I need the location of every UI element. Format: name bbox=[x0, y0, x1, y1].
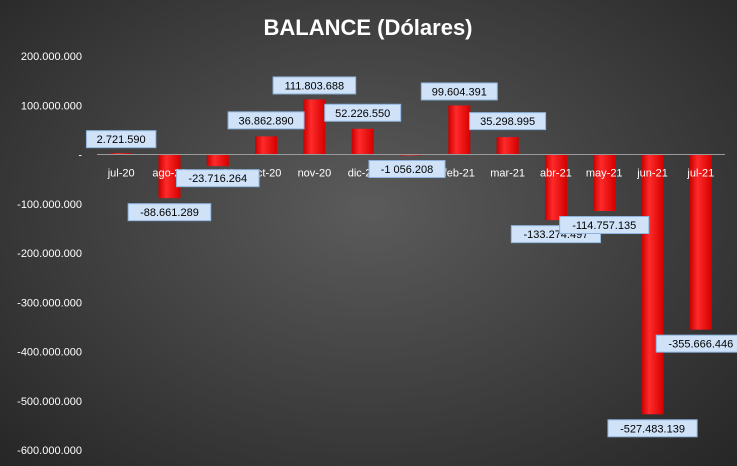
x-tick-label: jun-21 bbox=[636, 168, 668, 180]
y-tick-label: 100.000.000 bbox=[21, 100, 82, 112]
data-label-box bbox=[420, 82, 498, 101]
data-label-text: 2.721.590 bbox=[97, 134, 146, 146]
data-label-text: -88.661.289 bbox=[140, 207, 199, 219]
data-label: 2.721.590 bbox=[85, 130, 157, 149]
data-label-text: -527.483.139 bbox=[620, 423, 685, 435]
data-label: -355.666.446 bbox=[655, 334, 737, 353]
data-label: 99.604.391 bbox=[420, 82, 498, 101]
data-label-text: 99.604.391 bbox=[432, 86, 487, 98]
data-label-box bbox=[227, 111, 305, 130]
bar-jun-21 bbox=[641, 154, 664, 415]
bars bbox=[97, 99, 725, 415]
data-label-text: -1 056.208 bbox=[381, 164, 434, 176]
x-tick-label: feb-21 bbox=[444, 168, 475, 180]
x-tick-label: nov-20 bbox=[298, 168, 332, 180]
bar-sep-20 bbox=[206, 154, 229, 167]
x-tick-label: jul-20 bbox=[107, 168, 135, 180]
data-label-text: 35.298.995 bbox=[480, 116, 535, 128]
chart-title: BALANCE (Dólares) bbox=[263, 15, 472, 40]
data-label-box bbox=[607, 419, 698, 438]
bar-nov-20 bbox=[303, 99, 326, 155]
data-label: 35.298.995 bbox=[469, 112, 547, 131]
data-label-box bbox=[175, 169, 260, 188]
bar-feb-21 bbox=[448, 105, 471, 155]
bar-abr-21 bbox=[544, 154, 567, 221]
y-tick-label: -100.000.000 bbox=[17, 199, 82, 211]
y-tick-label: -600.000.000 bbox=[17, 445, 82, 457]
data-label-text: -23.716.264 bbox=[188, 173, 247, 185]
data-label: -114.757.135 bbox=[559, 216, 650, 235]
data-label-box bbox=[127, 203, 212, 222]
bar-mar-21 bbox=[496, 137, 519, 155]
data-labels: 2.721.590 -88.661.289 -23.716.264 36.862.89… bbox=[85, 76, 737, 438]
data-label-box bbox=[368, 160, 446, 179]
data-label-box bbox=[469, 112, 547, 131]
data-label-box bbox=[272, 76, 357, 95]
data-label: 36.862.890 bbox=[227, 111, 305, 130]
y-axis: 200.000.000 100.000.000 - -100.000.000 -200.… bbox=[17, 51, 82, 457]
data-label-text: -355.666.446 bbox=[668, 339, 733, 351]
bar-oct-20 bbox=[255, 136, 278, 155]
y-tick-label: -200.000.000 bbox=[17, 248, 82, 260]
data-label-box bbox=[324, 103, 402, 122]
data-label: 111.803.688 bbox=[272, 76, 357, 95]
y-tick-label: -500.000.000 bbox=[17, 396, 82, 408]
bar-jul-20 bbox=[110, 153, 133, 155]
y-tick-label: -400.000.000 bbox=[17, 347, 82, 359]
y-tick-label: 200.000.000 bbox=[21, 51, 82, 63]
data-label-box bbox=[559, 216, 650, 235]
x-tick-label: may-21 bbox=[586, 168, 623, 180]
bar-dic-20 bbox=[351, 128, 374, 155]
data-label-text: -114.757.135 bbox=[572, 220, 636, 232]
data-label: -527.483.139 bbox=[607, 419, 698, 438]
data-label: -88.661.289 bbox=[127, 203, 212, 222]
y-tick-label: -300.000.000 bbox=[17, 297, 82, 309]
data-label: -23.716.264 bbox=[175, 169, 260, 188]
data-label-box bbox=[85, 130, 157, 149]
data-label-text: 36.862.890 bbox=[239, 115, 294, 127]
data-label-text: 52.226.550 bbox=[335, 108, 390, 120]
x-tick-label: abr-21 bbox=[540, 168, 572, 180]
data-label: -1 056.208 bbox=[368, 160, 446, 179]
x-tick-label: jul-21 bbox=[686, 168, 714, 180]
bar-jul-21 bbox=[689, 154, 712, 330]
data-label-text: 111.803.688 bbox=[285, 80, 345, 92]
bar-ago-20 bbox=[158, 154, 181, 199]
y-tick-label: - bbox=[78, 150, 82, 162]
data-label: 52.226.550 bbox=[324, 103, 402, 122]
data-label-box bbox=[655, 334, 737, 353]
bar-may-21 bbox=[593, 154, 616, 212]
x-tick-label: mar-21 bbox=[490, 168, 525, 180]
